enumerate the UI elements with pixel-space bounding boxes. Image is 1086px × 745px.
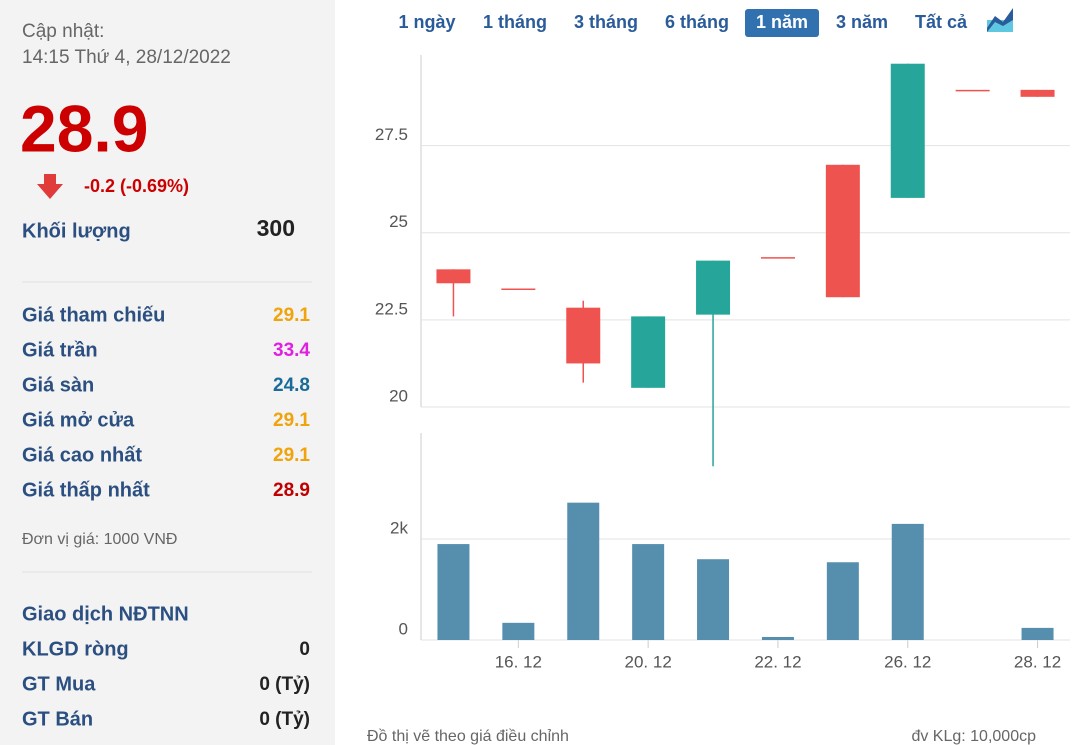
change: -0.2 (-0.69%)	[84, 176, 189, 196]
candle-body	[825, 164, 860, 298]
price-label: Giá trần	[22, 339, 98, 361]
chart-icon	[987, 8, 1013, 32]
range-button[interactable]: 3 tháng	[574, 12, 638, 32]
y-tick-label: 27.5	[375, 125, 408, 144]
price-label: Giá tham chiếu	[22, 304, 165, 326]
volume-bar	[826, 562, 859, 640]
x-tick-label: 20. 12	[625, 652, 672, 671]
volume-bar	[437, 544, 470, 640]
range-button[interactable]: 3 năm	[836, 12, 888, 32]
price-value: 29.1	[273, 445, 310, 466]
volume-bar	[502, 622, 535, 640]
candle-body	[501, 288, 536, 291]
y-tick-label: 2k	[390, 519, 408, 538]
update-time: 14:15 Thứ 4, 28/12/2022	[22, 47, 231, 68]
volume-bar	[697, 559, 730, 640]
candle-body	[955, 89, 990, 92]
foreign-value: 0	[299, 639, 310, 660]
range-button[interactable]: 1 năm	[756, 12, 808, 32]
candle-body	[631, 316, 666, 388]
candle-body	[890, 63, 925, 198]
price-label: Giá thấp nhất	[22, 479, 150, 501]
price-value: 33.4	[273, 340, 310, 361]
x-tick-label: 28. 12	[1014, 652, 1061, 671]
x-tick-label: 22. 12	[754, 652, 801, 671]
foreign-label: GT Bán	[22, 708, 93, 730]
volume-bar	[891, 523, 924, 640]
y-tick-label: 22.5	[375, 299, 408, 318]
foreign-title: Giao dịch NĐTNN	[22, 603, 189, 625]
candle-body	[1020, 89, 1055, 97]
volume-bar	[632, 544, 665, 640]
footer-right: đv KLg: 10,000cp	[911, 728, 1036, 745]
foreign-value: 0 (Tỷ)	[259, 709, 310, 730]
candle-body	[696, 260, 731, 315]
footer-left: Đồ thị vẽ theo giá điều chỉnh	[367, 728, 569, 745]
x-tick-label: 16. 12	[495, 652, 542, 671]
foreign-label: KLGD ròng	[22, 638, 129, 660]
sidebar-bg	[0, 0, 335, 745]
price-value: 29.1	[273, 410, 310, 431]
price: 28.9	[20, 91, 148, 165]
range-button[interactable]: 1 ngày	[398, 12, 455, 32]
price-value: 29.1	[273, 305, 310, 326]
y-tick-label: 20	[389, 386, 408, 405]
y-tick-label: 0	[399, 619, 408, 638]
price-value: 24.8	[273, 375, 310, 396]
foreign-label: GT Mua	[22, 673, 96, 695]
candle-body	[436, 269, 471, 284]
volume-bar	[567, 502, 600, 640]
candle-body	[566, 307, 601, 364]
price-label: Giá cao nhất	[22, 444, 142, 466]
volume: 300	[257, 215, 295, 241]
price-label: Giá sàn	[22, 374, 94, 396]
volume-label: Khối lượng	[22, 220, 131, 242]
down-arrow	[37, 174, 63, 199]
active-button-bg	[745, 9, 819, 37]
price-value: 28.9	[273, 480, 310, 501]
volume-bar	[761, 636, 794, 640]
y-tick-label: 25	[389, 212, 408, 231]
volume-bar	[1021, 627, 1054, 640]
range-button[interactable]: Tất cả	[915, 12, 968, 32]
range-button[interactable]: 1 tháng	[483, 12, 547, 32]
foreign-value: 0 (Tỷ)	[259, 674, 310, 695]
update-label: Cập nhật:	[22, 21, 104, 42]
price-label: Giá mở cửa	[22, 409, 135, 431]
candle-body	[760, 257, 795, 259]
unit-note: Đơn vị giá: 1000 VNĐ	[22, 531, 177, 548]
x-tick-label: 26. 12	[884, 652, 931, 671]
range-button[interactable]: 6 tháng	[665, 12, 729, 32]
